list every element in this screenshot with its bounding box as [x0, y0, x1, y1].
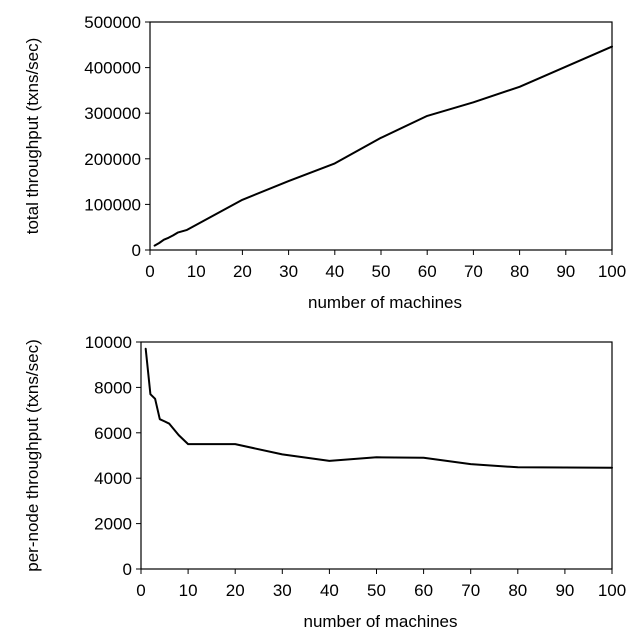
y-tick-label: 2000 [94, 515, 132, 534]
x-tick-label: 20 [226, 581, 245, 600]
x-tick-label: 80 [508, 581, 527, 600]
x-tick-label: 40 [320, 581, 339, 600]
x-tick-label: 0 [136, 581, 145, 600]
x-tick-label: 60 [414, 581, 433, 600]
y-tick-label: 400000 [84, 59, 141, 78]
y-tick-label: 0 [132, 241, 141, 260]
x-tick-label: 30 [279, 262, 298, 281]
y-tick-label: 4000 [94, 469, 132, 488]
x-tick-label: 20 [233, 262, 252, 281]
x-tick-label: 80 [510, 262, 529, 281]
y-axis-label: total throughput (txns/sec) [23, 38, 42, 235]
x-tick-label: 10 [187, 262, 206, 281]
x-axis-label: number of machines [303, 612, 457, 631]
x-axis-label: number of machines [308, 293, 462, 312]
y-tick-label: 8000 [94, 378, 132, 397]
y-tick-label: 10000 [85, 333, 132, 352]
x-tick-label: 30 [273, 581, 292, 600]
per-node-throughput-chart: 0 2000 4000 6000 8000 10000 0 10 20 30 40 50 60 70 80 9… [23, 333, 626, 631]
series-line [144, 347, 613, 469]
plot-frame [149, 21, 613, 251]
x-tick-label: 40 [325, 262, 344, 281]
x-tick-label: 50 [367, 581, 386, 600]
x-tick-label: 100 [598, 581, 626, 600]
x-tick-label: 70 [464, 262, 483, 281]
plot-frame [140, 341, 613, 570]
x-tick-label: 70 [461, 581, 480, 600]
total-throughput-chart: 0 100000 200000 300000 400000 500000 0 10 20 30 40… [23, 13, 626, 312]
x-tick-label: 50 [372, 262, 391, 281]
y-tick-label: 100000 [84, 195, 141, 214]
y-axis-label: per-node throughput (txns/sec) [23, 339, 42, 571]
x-tick-label: 0 [145, 262, 154, 281]
x-tick-label: 90 [556, 262, 575, 281]
y-tick-label: 500000 [84, 13, 141, 32]
y-tick-label: 6000 [94, 424, 132, 443]
series-line [153, 45, 613, 247]
y-tick-label: 300000 [84, 104, 141, 123]
x-tick-label: 100 [598, 262, 626, 281]
y-tick-label: 0 [123, 560, 132, 579]
x-tick-label: 60 [418, 262, 437, 281]
y-tick-label: 200000 [84, 150, 141, 169]
x-tick-label: 10 [179, 581, 198, 600]
x-tick-label: 90 [555, 581, 574, 600]
